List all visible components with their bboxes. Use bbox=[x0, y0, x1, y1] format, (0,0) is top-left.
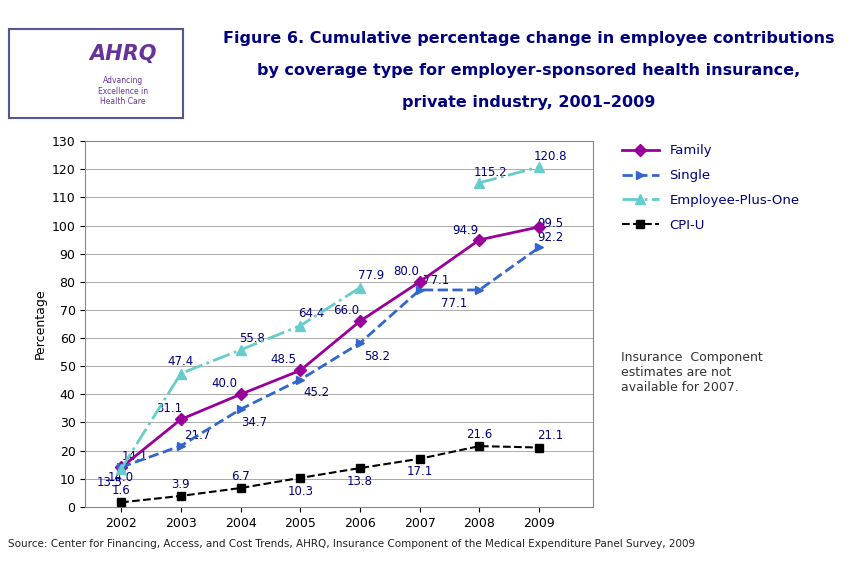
Text: AHRQ: AHRQ bbox=[89, 44, 157, 64]
Text: 48.5: 48.5 bbox=[270, 354, 296, 366]
Text: Advancing
Excellence in
Health Care: Advancing Excellence in Health Care bbox=[98, 77, 147, 106]
Text: 115.2: 115.2 bbox=[473, 166, 507, 179]
Text: 64.4: 64.4 bbox=[298, 308, 324, 320]
Text: 120.8: 120.8 bbox=[532, 150, 567, 163]
Text: 31.1: 31.1 bbox=[157, 403, 182, 415]
Text: 77.1: 77.1 bbox=[423, 274, 449, 287]
Text: 80.0: 80.0 bbox=[393, 265, 418, 278]
Text: 34.7: 34.7 bbox=[241, 416, 268, 429]
Text: Source: Center for Financing, Access, and Cost Trends, AHRQ, Insurance Component: Source: Center for Financing, Access, an… bbox=[9, 539, 694, 550]
Text: 21.6: 21.6 bbox=[466, 428, 492, 441]
Text: 6.7: 6.7 bbox=[231, 469, 250, 483]
Text: 3.9: 3.9 bbox=[171, 478, 190, 491]
Text: private industry, 2001–2009: private industry, 2001–2009 bbox=[401, 95, 655, 111]
Text: 21.1: 21.1 bbox=[537, 429, 562, 442]
Text: 92.2: 92.2 bbox=[537, 230, 562, 244]
Text: 13.5: 13.5 bbox=[97, 476, 123, 488]
Text: Figure 6. Cumulative percentage change in employee contributions: Figure 6. Cumulative percentage change i… bbox=[223, 31, 833, 46]
Text: 14.0: 14.0 bbox=[108, 471, 134, 484]
Text: 77.9: 77.9 bbox=[358, 270, 383, 282]
Text: 66.0: 66.0 bbox=[332, 304, 359, 317]
Text: by coverage type for employer-sponsored health insurance,: by coverage type for employer-sponsored … bbox=[257, 63, 799, 78]
Text: 40.0: 40.0 bbox=[210, 377, 237, 391]
Text: 55.8: 55.8 bbox=[239, 332, 264, 344]
Text: 77.1: 77.1 bbox=[440, 297, 467, 310]
Text: 14.1: 14.1 bbox=[122, 450, 148, 463]
Text: 21.7: 21.7 bbox=[184, 429, 210, 442]
Text: 58.2: 58.2 bbox=[363, 350, 389, 363]
Text: 1.6: 1.6 bbox=[112, 484, 130, 497]
Text: 13.8: 13.8 bbox=[347, 475, 372, 488]
Text: 94.9: 94.9 bbox=[452, 224, 478, 237]
Text: 10.3: 10.3 bbox=[287, 484, 313, 498]
Text: 99.5: 99.5 bbox=[537, 217, 562, 230]
Text: Insurance  Component
estimates are not
available for 2007.: Insurance Component estimates are not av… bbox=[620, 351, 763, 393]
Legend: Family, Single, Employee-Plus-One, CPI-U: Family, Single, Employee-Plus-One, CPI-U bbox=[616, 139, 803, 237]
Y-axis label: Percentage: Percentage bbox=[34, 289, 47, 359]
Text: 47.4: 47.4 bbox=[168, 355, 193, 368]
Text: 17.1: 17.1 bbox=[406, 465, 432, 479]
Text: 45.2: 45.2 bbox=[303, 386, 330, 399]
